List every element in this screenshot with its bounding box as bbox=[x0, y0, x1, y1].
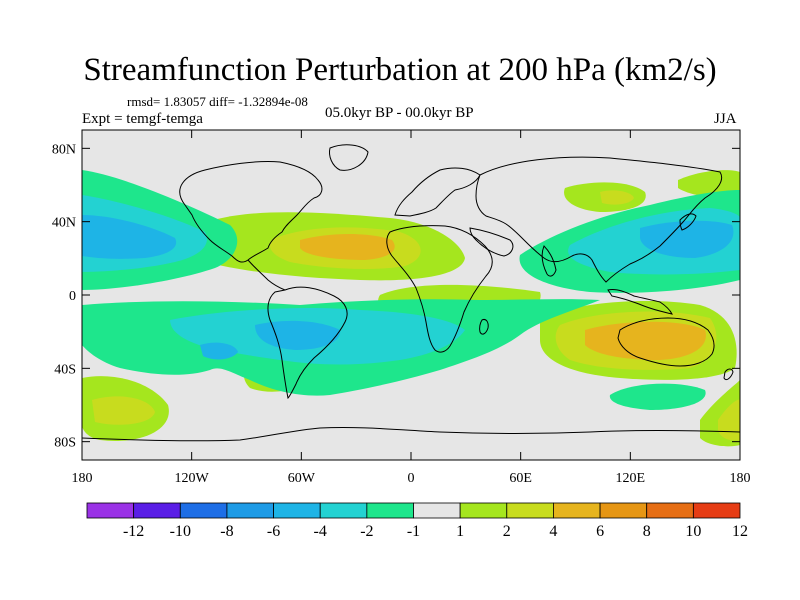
colorbar-swatch bbox=[226, 502, 274, 519]
colorbar-label: -2 bbox=[360, 523, 373, 540]
colorbar-swatch bbox=[692, 502, 741, 519]
colorbar-swatch bbox=[86, 502, 135, 519]
x-tick-label: 120W bbox=[175, 471, 210, 486]
contour-negative-north-pacific-west-core bbox=[82, 215, 177, 259]
coastline-south-america bbox=[267, 286, 348, 400]
colorbar-swatch bbox=[506, 502, 554, 519]
contour-negative-asia-pacific-core bbox=[640, 220, 734, 258]
coastline-madagascar bbox=[479, 319, 489, 335]
coastline-australia bbox=[617, 317, 715, 367]
x-tick-label: 180 bbox=[730, 471, 751, 486]
y-tick-label: 80S bbox=[54, 436, 76, 451]
x-tick-label: 60E bbox=[509, 471, 532, 486]
period-label: 05.0kyr BP - 00.0kyr BP bbox=[325, 105, 474, 121]
chart-title: Streamfunction Perturbation at 200 hPa (… bbox=[83, 52, 717, 88]
contour-negative-south-pacific-core bbox=[200, 342, 238, 360]
colorbar: -12 -10 -8 -6 -4 -2 -1 1 2 4 6 8 10 12 bbox=[86, 502, 748, 540]
stats-text: rmsd= 1.83057 diff= -1.32894e-08 bbox=[127, 94, 308, 109]
coastline-antarctica bbox=[82, 426, 740, 442]
coastline-arabia bbox=[469, 227, 514, 257]
contour-positive-south-pacific-east-core bbox=[718, 399, 740, 441]
colorbar-label: 10 bbox=[685, 523, 701, 540]
colorbar-swatch bbox=[459, 502, 508, 519]
x-tick-label: 120E bbox=[616, 471, 646, 486]
x-tick-label: 180 bbox=[72, 471, 93, 486]
contour-positive-southwest-pacific-core bbox=[92, 396, 155, 425]
colorbar-swatch bbox=[179, 502, 228, 519]
y-tick-label: 0 bbox=[69, 289, 76, 304]
colorbar-swatch bbox=[553, 502, 601, 519]
colorbar-swatch bbox=[133, 502, 181, 519]
colorbar-label: -10 bbox=[170, 523, 191, 540]
coastline-new-zealand bbox=[723, 368, 734, 381]
x-tick-label: 60W bbox=[288, 471, 316, 486]
axes-ticks: 80N 40N 0 40S 80S 180 120W 60W 0 60E 120E 180 bbox=[52, 130, 751, 486]
experiment-label: Expt = temgf-temga bbox=[82, 111, 203, 127]
colorbar-label: -4 bbox=[314, 523, 327, 540]
colorbar-label: 1 bbox=[456, 523, 464, 540]
colorbar-swatch bbox=[646, 502, 694, 519]
colorbar-label: -1 bbox=[407, 523, 420, 540]
colorbar-label: -8 bbox=[220, 523, 233, 540]
colorbar-swatch bbox=[413, 502, 461, 519]
y-tick-label: 40S bbox=[54, 362, 76, 377]
y-tick-label: 40N bbox=[52, 216, 76, 231]
coastline-india bbox=[541, 245, 557, 277]
colorbar-label: 4 bbox=[549, 523, 557, 540]
colorbar-swatch bbox=[319, 502, 368, 519]
coastline-greenland bbox=[329, 144, 369, 171]
coastline-indonesia bbox=[607, 289, 673, 315]
colorbar-label: 12 bbox=[732, 523, 748, 540]
colorbar-swatch bbox=[599, 502, 648, 519]
contour-positive-asia-north-core bbox=[600, 190, 634, 205]
contour-positive-atlantic-africa-core bbox=[300, 234, 395, 260]
contour-positive-australia-core bbox=[585, 321, 706, 360]
season-label: JJA bbox=[714, 111, 737, 127]
contour-negative-southern-ocean bbox=[609, 383, 706, 410]
colorbar-label: 2 bbox=[503, 523, 511, 540]
contour-negative-south-america-core bbox=[255, 320, 341, 350]
coastline-central-america bbox=[247, 259, 286, 291]
colorbar-label: -6 bbox=[267, 523, 280, 540]
colorbar-label: 8 bbox=[643, 523, 651, 540]
colorbar-swatch bbox=[273, 502, 321, 519]
coastline-japan bbox=[679, 213, 697, 231]
coastline-africa bbox=[386, 225, 493, 353]
x-tick-label: 0 bbox=[408, 471, 415, 486]
colorbar-label: -12 bbox=[123, 523, 144, 540]
coastline-asia bbox=[475, 156, 723, 283]
colorbar-swatch bbox=[366, 502, 414, 519]
coastlines bbox=[82, 144, 740, 442]
y-tick-label: 80N bbox=[52, 142, 76, 157]
colorbar-label: 6 bbox=[596, 523, 604, 540]
coastline-north-america bbox=[179, 161, 323, 263]
